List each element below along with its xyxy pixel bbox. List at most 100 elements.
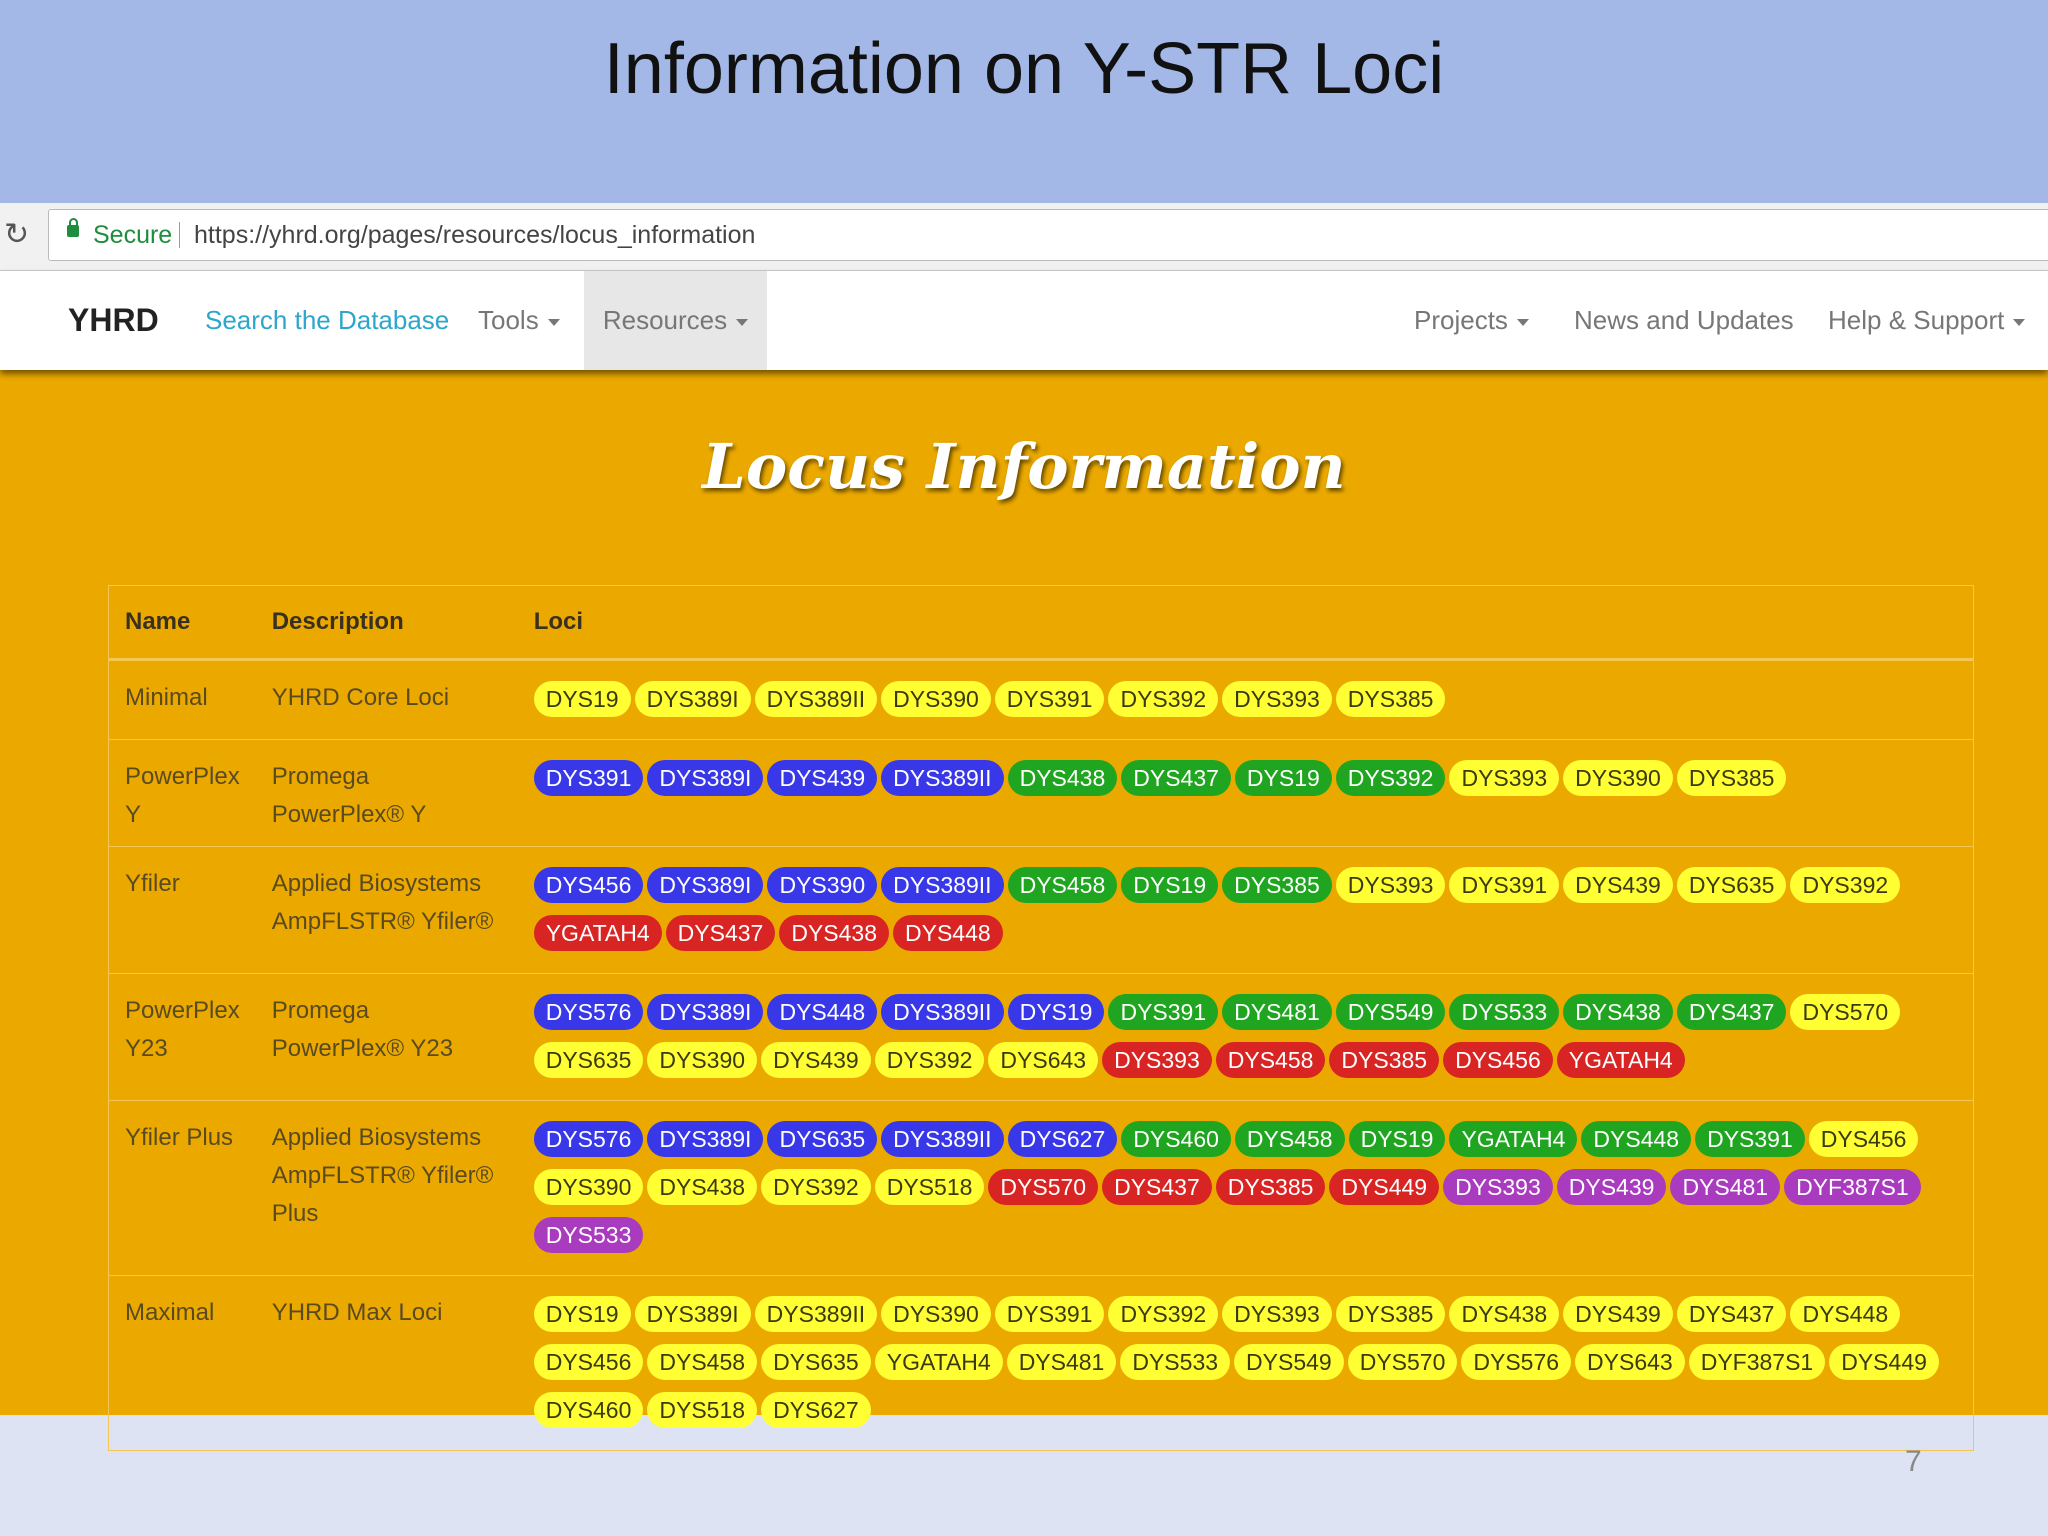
locus-badge: DYS390 bbox=[881, 1296, 991, 1332]
column-header: Name bbox=[108, 585, 256, 661]
description-cell: Promega PowerPlex® Y bbox=[255, 739, 518, 847]
locus-badge: DYS570 bbox=[988, 1169, 1099, 1205]
locus-badge: DYS533 bbox=[533, 1217, 644, 1253]
locus-badge: DYS393 bbox=[1102, 1042, 1212, 1078]
locus-badge: DYF387S1 bbox=[1784, 1169, 1921, 1205]
locus-badge: DYS481 bbox=[1222, 994, 1332, 1030]
locus-badge: DYS385 bbox=[1329, 1042, 1440, 1078]
page-content: Locus Information Name Description Loci … bbox=[0, 370, 2048, 1451]
nav-dropdown[interactable]: Help & Support bbox=[1828, 271, 2025, 370]
locus-badge: DYS392 bbox=[874, 1042, 985, 1078]
locus-badge: DYS437 bbox=[1676, 994, 1787, 1030]
locus-badge: DYS391 bbox=[1449, 867, 1560, 903]
locus-badge: DYS576 bbox=[1461, 1344, 1572, 1380]
locus-badge: DYS549 bbox=[1234, 1344, 1344, 1380]
table-row: Yfiler Plus Applied Biosystems AmpFLSTR® … bbox=[108, 1100, 1974, 1276]
locus-badge: DYS643 bbox=[1575, 1344, 1685, 1380]
locus-badge: DYS570 bbox=[1790, 994, 1901, 1030]
locus-badge: DYS389I bbox=[634, 1296, 751, 1332]
locus-badge: DYS438 bbox=[1449, 1296, 1560, 1332]
loci-cell: DYS19 DYS389I DYS389II DYS390 DYS391 DYS392 DY… bbox=[517, 659, 1974, 740]
nav-link[interactable]: Search the Database bbox=[205, 305, 450, 335]
locus-badge: DYS389I bbox=[647, 867, 764, 903]
table-row: PowerPlex Y Promega PowerPlex® Y DYS391 DYS… bbox=[108, 739, 1974, 847]
locus-badge: DYS456 bbox=[533, 1344, 644, 1380]
locus-badge: DYS456 bbox=[1808, 1121, 1919, 1157]
locus-badge: DYS518 bbox=[647, 1392, 758, 1428]
locus-badge: DYS390 bbox=[533, 1169, 644, 1205]
locus-badge: DYS439 bbox=[761, 1042, 871, 1078]
secure-label: Secure bbox=[93, 221, 173, 249]
locus-badge: DYS458 bbox=[1215, 1042, 1326, 1078]
description-cell: YHRD Max Loci bbox=[255, 1275, 518, 1451]
locus-badge: DYS533 bbox=[1449, 994, 1560, 1030]
nav-dropdown[interactable]: Tools bbox=[478, 271, 560, 370]
name-cell: Maximal bbox=[108, 1275, 256, 1451]
loci-cell: DYS19 DYS389I DYS389II DYS390 DYS391 DYS392 DY… bbox=[517, 1275, 1974, 1451]
loci-cell: DYS576 DYS389I DYS448 DYS389II DYS19 DYS391 DY… bbox=[517, 973, 1974, 1101]
locus-badge: DYS481 bbox=[1670, 1169, 1781, 1205]
name-cell: Yfiler Plus bbox=[108, 1100, 256, 1276]
locus-badge: DYS392 bbox=[1790, 867, 1901, 903]
column-header: Loci bbox=[517, 585, 1974, 661]
table-row: Minimal YHRD Core Loci DYS19 DYS389I DYS389I… bbox=[108, 659, 1974, 740]
locus-badge: DYS391 bbox=[1695, 1121, 1805, 1157]
locus-badge: DYS439 bbox=[1563, 867, 1673, 903]
locus-badge: YGATAH4 bbox=[874, 1344, 1003, 1380]
loci-cell: DYS456 DYS389I DYS390 DYS389II DYS458 DYS19 DY… bbox=[517, 846, 1974, 974]
locus-badge: DYS390 bbox=[1563, 760, 1673, 796]
locus-badge: DYS389I bbox=[647, 994, 764, 1030]
locus-badge: DYS393 bbox=[1443, 1169, 1553, 1205]
locus-badge: DYS456 bbox=[1443, 1042, 1553, 1078]
column-header: Description bbox=[255, 585, 518, 661]
loci-cell: DYS391 DYS389I DYS439 DYS389II DYS438 DYS437 D… bbox=[517, 739, 1974, 847]
header-row: Name Description Loci bbox=[108, 585, 1974, 661]
name-cell: PowerPlex Y bbox=[108, 739, 256, 847]
loci-table: Name Description Loci Minimal YHRD Core L… bbox=[108, 585, 1974, 1451]
description-cell: YHRD Core Loci bbox=[255, 659, 518, 740]
browser-bar: ↻ Secure https://yhrd.org/pages/resource… bbox=[0, 203, 2048, 271]
nav-dropdown[interactable]: Projects bbox=[1414, 271, 1529, 370]
reload-button[interactable]: ↻ bbox=[4, 217, 30, 252]
locus-badge: DYS635 bbox=[1676, 867, 1787, 903]
locus-badge: DYS570 bbox=[1347, 1344, 1458, 1380]
locus-badge: DYS385 bbox=[1215, 1169, 1326, 1205]
locus-badge: DYS385 bbox=[1335, 681, 1446, 717]
locus-badge: DYS19 bbox=[1121, 867, 1219, 903]
locus-badge: DYS393 bbox=[1222, 681, 1332, 717]
locus-badge: DYS392 bbox=[1108, 1296, 1219, 1332]
page-heading: Locus Information bbox=[702, 430, 1346, 503]
locus-badge: DYS391 bbox=[533, 760, 644, 796]
locus-badge: DYS448 bbox=[767, 994, 878, 1030]
locus-badge: DYS385 bbox=[1335, 1296, 1446, 1332]
locus-badge: DYS439 bbox=[767, 760, 878, 796]
navbar: YHRD Search the Database Tools Resources… bbox=[0, 271, 2048, 370]
table-row: Yfiler Applied Biosystems AmpFLSTR® Yfile… bbox=[108, 846, 1974, 974]
locus-badge: DYS439 bbox=[1563, 1296, 1673, 1332]
locus-badge: DYS458 bbox=[1007, 867, 1118, 903]
locus-badge: DYS389II bbox=[881, 867, 1004, 903]
nav-dropdown[interactable]: Resources bbox=[584, 271, 767, 370]
description-cell: Applied Biosystems AmpFLSTR® Yfiler® bbox=[255, 846, 518, 974]
locus-badge: DYS576 bbox=[533, 1121, 644, 1157]
slide-title: Information on Y-STR Loci bbox=[603, 29, 1445, 109]
locus-badge: DYS389I bbox=[647, 760, 764, 796]
address-bar[interactable]: Secure https://yhrd.org/pages/resources/… bbox=[48, 209, 2048, 261]
locus-badge: DYS437 bbox=[1102, 1169, 1212, 1205]
locus-badge: DYS439 bbox=[1556, 1169, 1667, 1205]
locus-badge: DYS458 bbox=[1234, 1121, 1345, 1157]
locus-badge: DYS460 bbox=[1121, 1121, 1231, 1157]
locus-badge: DYS635 bbox=[767, 1121, 878, 1157]
locus-badge: DYS393 bbox=[1449, 760, 1560, 796]
nav-link[interactable]: News and Updates bbox=[1574, 305, 1794, 335]
locus-badge: YGATAH4 bbox=[1449, 1121, 1578, 1157]
locus-badge: DYS533 bbox=[1120, 1344, 1231, 1380]
locus-badge: DYS449 bbox=[1829, 1344, 1939, 1380]
name-cell: PowerPlex Y23 bbox=[108, 973, 256, 1101]
table-row: Maximal YHRD Max Loci DYS19 DYS389I DYS389II… bbox=[108, 1275, 1974, 1451]
name-cell: Minimal bbox=[108, 659, 256, 740]
locus-badge: DYS437 bbox=[1676, 1296, 1787, 1332]
locus-badge: DYS448 bbox=[1581, 1121, 1692, 1157]
locus-badge: DYS392 bbox=[761, 1169, 871, 1205]
brand[interactable]: YHRD bbox=[68, 302, 159, 338]
